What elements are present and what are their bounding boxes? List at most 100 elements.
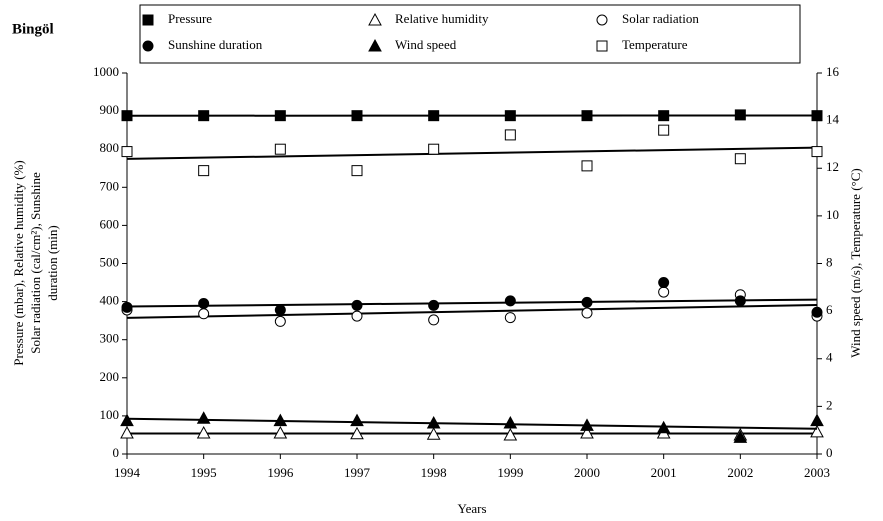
y2-tick-label: 8: [826, 254, 833, 269]
point: [581, 296, 593, 308]
point: [811, 306, 823, 318]
point: [504, 110, 516, 122]
y-axis-label: Pressure (mbar), Relative humidity (%): [11, 160, 26, 365]
legend-label: Sunshine duration: [168, 37, 263, 52]
x-tick-label: 1994: [114, 465, 141, 480]
point: [273, 413, 288, 427]
point: [428, 299, 440, 311]
y-tick-label: 300: [100, 331, 120, 346]
y-tick-label: 400: [100, 293, 120, 308]
y2-tick-label: 6: [826, 302, 833, 317]
point: [428, 143, 440, 155]
point: [351, 110, 363, 122]
point: [810, 424, 824, 438]
y-tick-label: 800: [100, 140, 120, 155]
point: [656, 420, 671, 434]
point: [426, 427, 441, 440]
point: [658, 277, 670, 289]
point: [121, 301, 133, 313]
x-tick-label: 1999: [497, 465, 523, 480]
y-tick-label: 0: [113, 445, 120, 460]
point: [351, 165, 363, 177]
x-tick-label: 1998: [421, 465, 447, 480]
point: [198, 298, 210, 310]
y-tick-label: 500: [100, 254, 120, 269]
point: [658, 110, 670, 122]
chart-title: Bingöl: [12, 21, 54, 37]
x-tick-label: 1997: [344, 465, 371, 480]
point: [120, 413, 134, 427]
y2-axis-label: Wind speed (m/s), Temperature (°C): [848, 168, 863, 357]
y2-tick-label: 2: [826, 397, 833, 412]
point: [274, 304, 286, 316]
point: [734, 295, 746, 307]
point: [581, 307, 593, 319]
legend-marker: [142, 40, 154, 52]
x-tick-label: 2000: [574, 465, 600, 480]
point: [734, 153, 746, 165]
legend-marker: [596, 14, 608, 26]
point: [580, 418, 594, 431]
y2-tick-label: 0: [826, 445, 833, 460]
point: [504, 312, 516, 324]
y2-tick-label: 10: [826, 207, 839, 222]
trend-line: [126, 417, 818, 430]
point: [428, 110, 440, 122]
point: [426, 415, 441, 429]
y2-tick-label: 14: [826, 112, 840, 127]
point: [120, 426, 134, 439]
y-tick-label: 1000: [93, 64, 119, 79]
y-tick-label: 600: [100, 216, 120, 231]
y2-tick-label: 4: [826, 350, 833, 365]
y-tick-label: 700: [100, 178, 120, 193]
legend-marker: [368, 38, 382, 52]
legend-marker: [368, 12, 382, 26]
y2-tick-label: 16: [826, 64, 840, 79]
y-tick-label: 900: [100, 102, 120, 117]
legend-label: Wind speed: [395, 37, 457, 52]
legend-marker: [596, 40, 608, 52]
point: [658, 286, 670, 298]
point: [811, 146, 823, 158]
point: [351, 299, 363, 311]
point: [274, 110, 286, 122]
legend-label: Pressure: [168, 11, 212, 26]
point: [658, 124, 670, 136]
point: [196, 426, 211, 439]
point: [581, 160, 593, 172]
legend-label: Temperature: [622, 37, 688, 52]
point: [580, 426, 594, 439]
point: [350, 413, 364, 427]
point: [121, 110, 133, 122]
y2-tick-label: 12: [826, 159, 839, 174]
point: [581, 110, 593, 122]
point: [274, 315, 286, 327]
point: [810, 413, 824, 427]
legend-label: Relative humidity: [395, 11, 489, 26]
point: [811, 110, 823, 122]
point: [503, 427, 518, 441]
x-tick-label: 1995: [191, 465, 217, 480]
y-axis-label: Solar radiation (cal/cm²), Sunshine: [28, 172, 43, 354]
legend-label: Solar radiation: [622, 11, 699, 26]
x-tick-label: 1996: [267, 465, 294, 480]
point: [196, 411, 211, 424]
point: [274, 143, 286, 155]
y-tick-label: 200: [100, 369, 120, 384]
point: [198, 165, 210, 177]
legend-marker: [142, 14, 154, 26]
point: [273, 426, 288, 439]
point: [504, 295, 516, 307]
trend-line: [126, 146, 818, 160]
point: [351, 310, 363, 322]
point: [504, 129, 516, 141]
point: [350, 426, 364, 440]
legend-box: [139, 4, 801, 64]
point: [198, 308, 210, 320]
point: [121, 146, 133, 158]
y-axis-label: duration (min): [45, 225, 60, 300]
point: [734, 109, 746, 121]
point: [428, 314, 440, 326]
point: [503, 415, 518, 429]
